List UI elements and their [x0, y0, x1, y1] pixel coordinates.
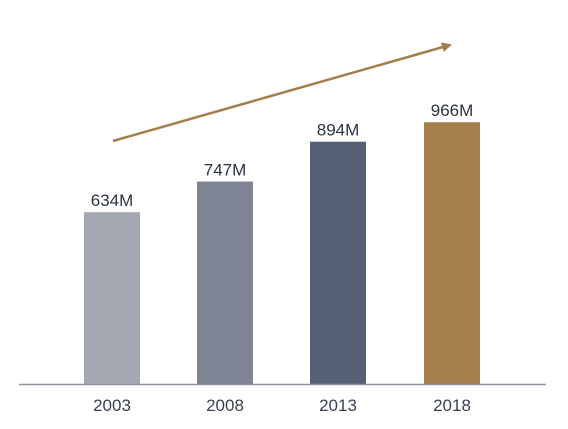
value-label-2013: 894M [317, 121, 360, 140]
value-label-2008: 747M [204, 161, 247, 180]
x-tick-label-2003: 2003 [93, 396, 131, 415]
x-tick-label-2008: 2008 [206, 396, 244, 415]
bar-2018 [424, 122, 480, 385]
bar-2013 [310, 141, 366, 384]
bar-2008 [197, 181, 253, 384]
bars-layer [84, 122, 480, 385]
value-label-2003: 634M [91, 191, 134, 210]
value-label-2018: 966M [431, 101, 474, 120]
value-labels-layer: 634M 747M 894M 966M [91, 101, 474, 210]
bar-2003 [84, 212, 140, 384]
x-tick-label-2013: 2013 [319, 396, 357, 415]
trend-arrow [112, 42, 452, 143]
x-tick-labels-layer: 2003 2008 2013 2018 [93, 396, 471, 415]
x-tick-label-2018: 2018 [433, 396, 471, 415]
